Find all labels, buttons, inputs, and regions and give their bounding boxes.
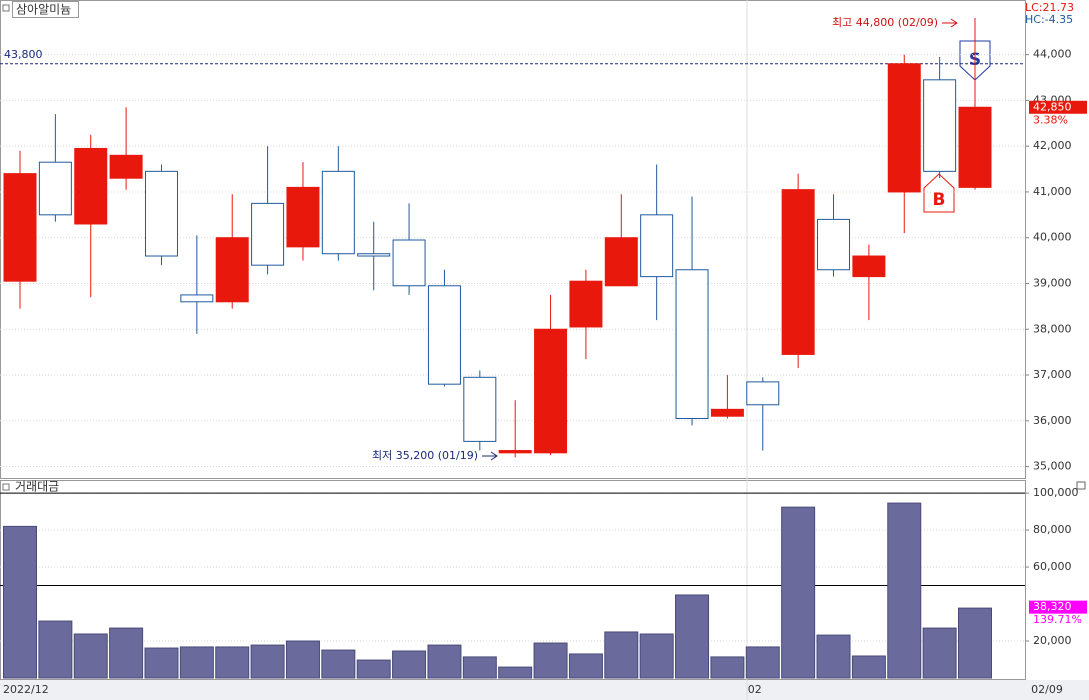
candle-body (710, 408, 744, 417)
y-tick-label: 80,000 (1033, 523, 1072, 536)
volume-bar (392, 650, 427, 679)
candle-body (569, 280, 603, 328)
title-box (12, 1, 79, 18)
candle-body (640, 214, 674, 278)
candle-body (923, 79, 957, 172)
y-tick-label: 60,000 (1033, 560, 1072, 573)
volume-bar (958, 607, 992, 679)
y-tick-label: 44,000 (1033, 48, 1072, 61)
volume-bar (427, 644, 462, 679)
volume-tag (1029, 600, 1087, 614)
candle-body (286, 186, 320, 248)
panel-button[interactable] (1076, 481, 1086, 490)
candle-body (675, 269, 709, 419)
change-label: 3.38% (1033, 113, 1068, 126)
candle-body (781, 189, 815, 355)
signal-label: B (933, 190, 946, 210)
volume-bar (887, 502, 922, 679)
candle-body (38, 161, 72, 216)
volume-bar (109, 627, 144, 679)
price-tag (1029, 100, 1087, 114)
y-tick-label: 20,000 (1033, 634, 1072, 647)
candle-body (498, 450, 532, 454)
candle-body (534, 328, 568, 454)
volume-bar (285, 640, 320, 679)
volume-bar (675, 594, 710, 679)
price-panel (0, 0, 1026, 479)
volume-bar (816, 634, 851, 679)
volume-bar (533, 642, 568, 679)
y-tick-label: 35,000 (1033, 460, 1072, 473)
volume-bar (73, 633, 108, 679)
candle-body (852, 255, 886, 278)
candle-body (180, 294, 214, 303)
arrow (942, 18, 958, 28)
panel-icon (2, 483, 10, 491)
candle-body (144, 170, 178, 257)
volume-bar (3, 525, 37, 679)
y-tick-label: 100,000 (1033, 486, 1079, 499)
x-tick-label: 2022/12 (3, 683, 49, 696)
y-tick-label: 39,000 (1033, 276, 1072, 289)
volume-bar (781, 506, 816, 679)
reference-label: 43,800 (4, 48, 43, 61)
price-tag-label: 42,850 (1033, 100, 1072, 113)
low-annotation: 최저 35,200 (01/19) (372, 449, 478, 462)
candle-body (109, 154, 143, 179)
volume-bar (38, 620, 73, 679)
y-tick-label: 42,000 (1033, 139, 1072, 152)
candle-body (357, 253, 391, 257)
y-tick-label: 40,000 (1033, 231, 1072, 244)
candle-body (958, 106, 992, 188)
candle-body (3, 173, 37, 282)
volume-title: 거래대금 (15, 480, 59, 494)
candle-body (74, 147, 108, 225)
volume-bar (321, 649, 356, 679)
indicator: HC:-4.35 (1025, 13, 1073, 26)
candle-body (392, 239, 426, 287)
x-tick-label: 02 (748, 683, 762, 696)
volume-bar (462, 656, 497, 679)
buy-signal (923, 173, 955, 213)
candle-body (463, 376, 497, 442)
y-tick-label: 41,000 (1033, 185, 1072, 198)
candle-body (604, 237, 638, 287)
volume-bar (710, 656, 745, 679)
volume-bar (356, 659, 391, 679)
volume-bar (215, 646, 250, 679)
volume-bar (568, 653, 603, 679)
volume-bar (639, 633, 674, 679)
x-tick-label: 02/09 (1031, 683, 1063, 696)
change-label: 139.71% (1033, 613, 1082, 626)
candle-body (746, 381, 780, 406)
candle-body (817, 218, 851, 271)
volume-bar (250, 644, 285, 679)
volume-bar (179, 646, 214, 679)
candle-body (887, 63, 921, 193)
y-tick-label: 37,000 (1033, 368, 1072, 381)
volume-bar (498, 666, 533, 679)
volume-bar (745, 646, 780, 679)
candle-body (321, 170, 355, 255)
volume-tag-label: 38,320 (1033, 600, 1072, 613)
candle-body (251, 202, 285, 266)
panel-icon (2, 4, 10, 12)
candle-body (215, 237, 249, 303)
volume-bar (604, 631, 639, 679)
x-axis-band (0, 680, 1089, 700)
arrow (482, 451, 498, 461)
chart-title: 삼아알미늄 (16, 3, 71, 17)
volume-bar (144, 647, 179, 679)
candle-body (427, 285, 461, 385)
volume-bar (922, 627, 957, 679)
volume-bar (851, 655, 886, 679)
y-tick-label: 38,000 (1033, 322, 1072, 335)
indicator: LC:21.73 (1025, 1, 1074, 14)
y-tick-label: 36,000 (1033, 414, 1072, 427)
volume-panel (0, 480, 1026, 680)
high-annotation: 최고 44,800 (02/09) (832, 16, 938, 29)
